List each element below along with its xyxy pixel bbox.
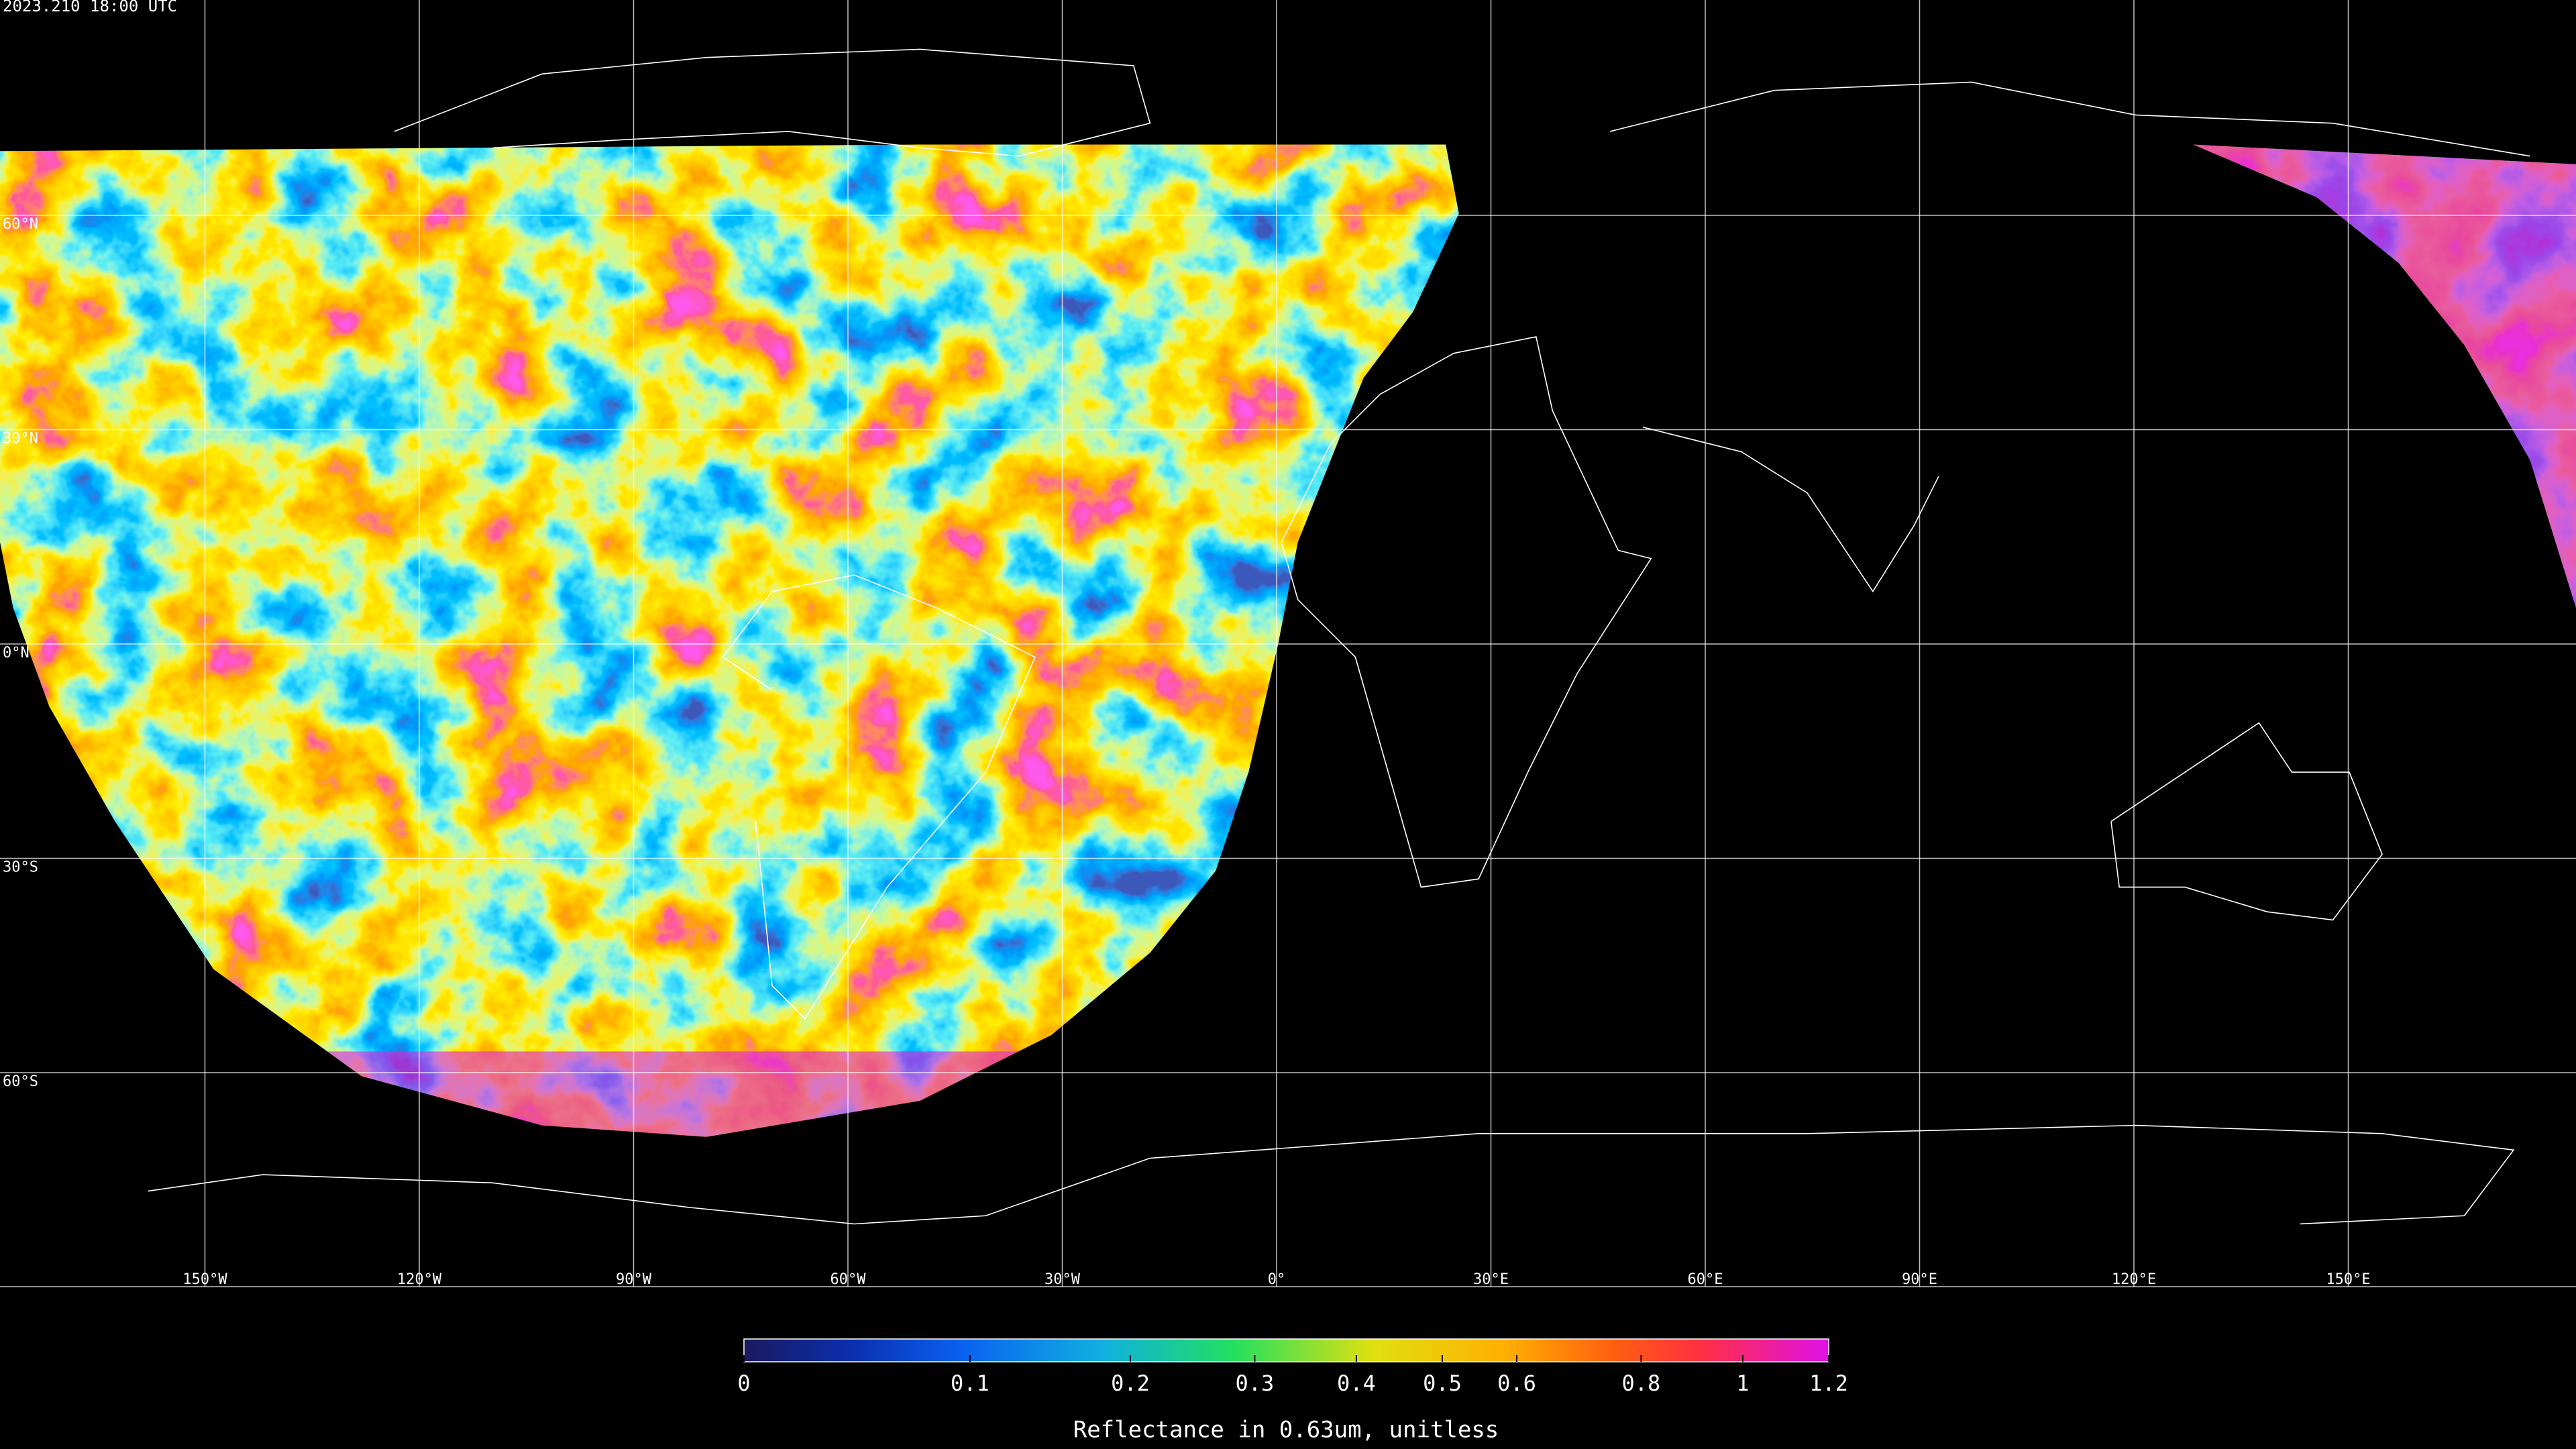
longitude-label: 150°E	[2326, 1271, 2370, 1288]
colorbar-title: Reflectance in 0.63um, unitless	[1073, 1417, 1499, 1444]
colorbar-tick-label: 0.1	[951, 1371, 989, 1396]
longitude-label: 150°W	[182, 1271, 227, 1288]
colorbar-tick-label: 0.2	[1111, 1371, 1150, 1396]
latitude-label: 30°N	[3, 431, 38, 447]
longitude-label: 60°E	[1688, 1271, 1723, 1288]
colorbar-tick-label: 1	[1736, 1371, 1749, 1396]
colorbar-tick-label: 1.2	[1809, 1371, 1848, 1396]
colorbar-tick-label: 0.6	[1497, 1371, 1536, 1396]
longitude-label: 90°W	[616, 1271, 652, 1288]
timestamp: 2023.210 18:00 UTC	[3, 0, 177, 15]
longitude-label: 0°	[1268, 1271, 1286, 1288]
coastline	[723, 575, 1035, 1018]
colorbar-tick-label: 0.8	[1622, 1371, 1661, 1396]
coastline	[1643, 427, 1939, 592]
longitude-label: 90°E	[1902, 1271, 1937, 1288]
longitude-label: 30°E	[1473, 1271, 1509, 1288]
colorbar-tick-label: 0.5	[1423, 1371, 1462, 1396]
latitude-label: 60°S	[3, 1073, 38, 1090]
coastline	[148, 1126, 2514, 1224]
coastline	[1281, 337, 1651, 887]
longitude-label: 60°W	[830, 1271, 867, 1288]
coastlines	[148, 49, 2530, 1224]
colorbar-tick-label: 0	[737, 1371, 750, 1396]
colorbar	[743, 1338, 1829, 1362]
colorbar-tick-label: 0.4	[1337, 1371, 1376, 1396]
latitude-label: 0°N	[3, 645, 30, 661]
longitude-label: 120°W	[397, 1271, 442, 1288]
coastline	[394, 49, 1150, 156]
longitude-label: 30°W	[1044, 1271, 1081, 1288]
longitude-label: 120°E	[2112, 1271, 2156, 1288]
latitude-label: 60°N	[3, 216, 38, 233]
colorbar-tick-label: 0.3	[1236, 1371, 1275, 1396]
latitude-label: 30°S	[3, 859, 38, 876]
coastline	[2111, 723, 2382, 920]
coastline	[1610, 82, 2530, 156]
